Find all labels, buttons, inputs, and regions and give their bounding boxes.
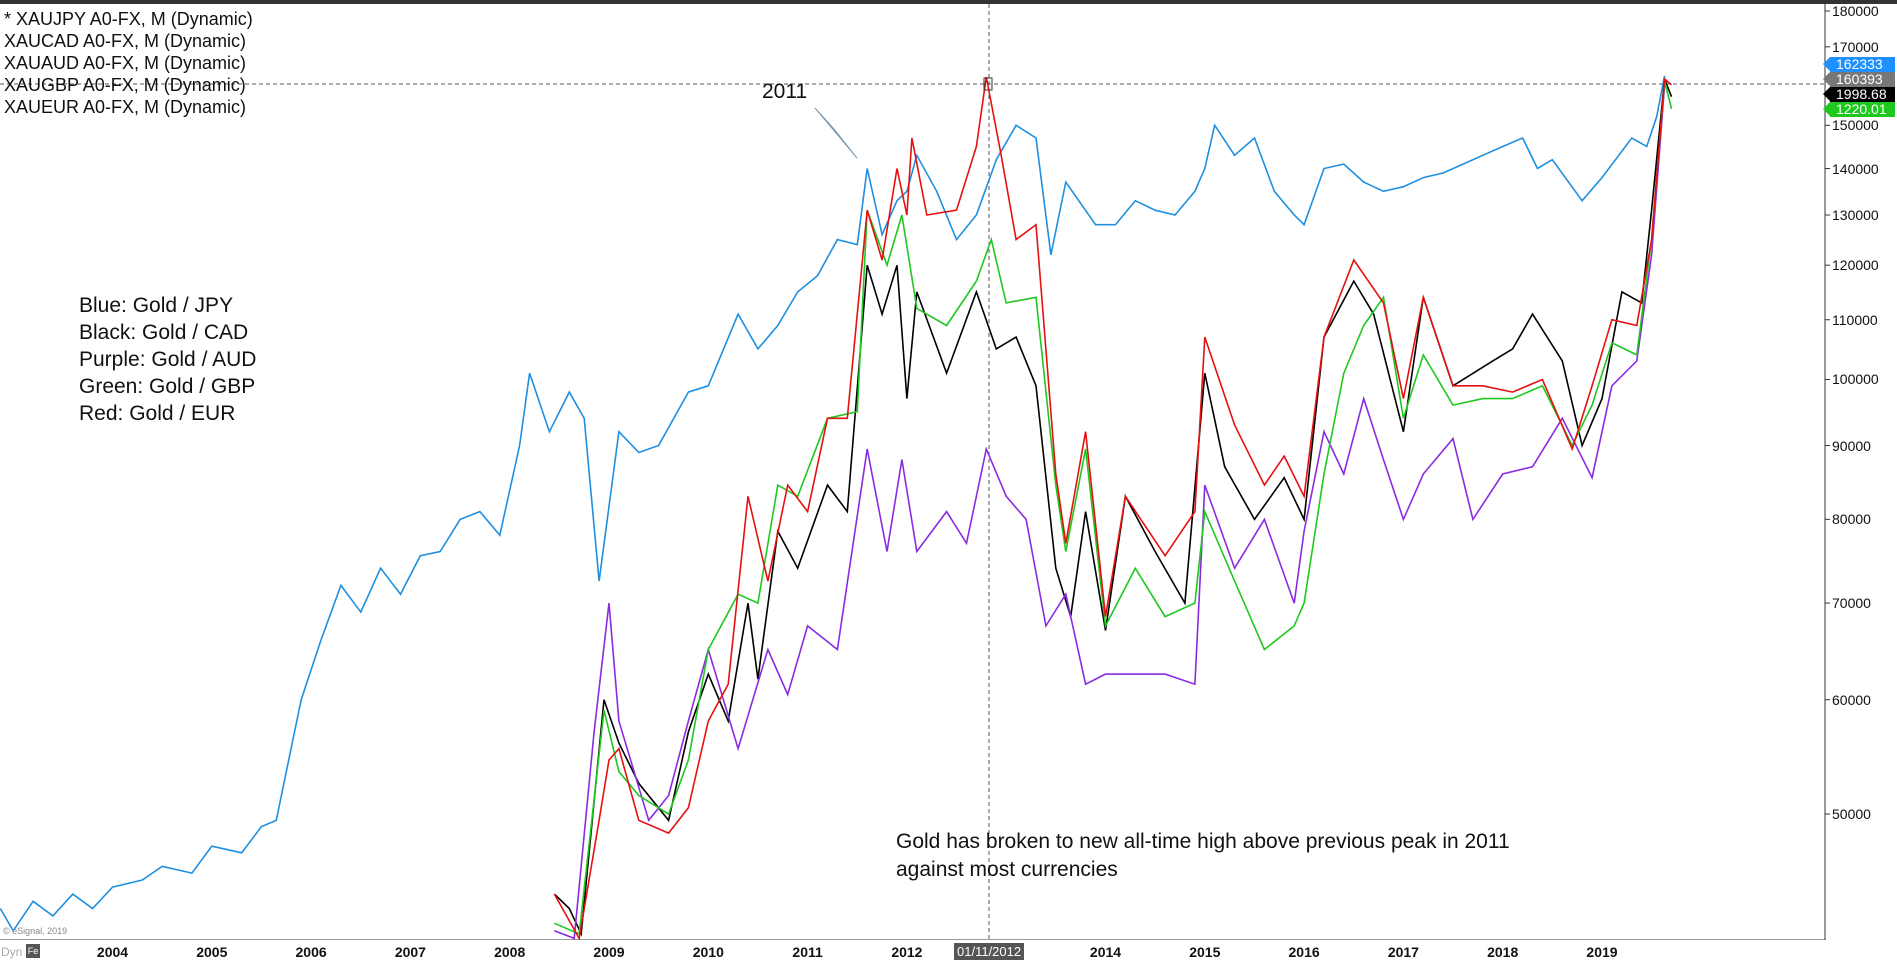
x-tick-label: 2015 (1189, 944, 1221, 960)
dyn-label: Dyn (1, 945, 23, 959)
last-value-tag: 162333 (1823, 56, 1895, 72)
color-key-green: Green: Gold / GBP (79, 375, 256, 398)
color-key-red: Red: Gold / EUR (79, 402, 236, 425)
copyright: © eSignal, 2019 (3, 926, 68, 936)
legend-item-xaujpy[interactable]: * XAUJPY A0-FX, M (Dynamic) (4, 9, 253, 29)
y-tick-label: 150000 (1832, 117, 1879, 134)
dyn-button[interactable]: Fe (26, 944, 40, 958)
last-value-text: 1998.68 (1836, 86, 1887, 102)
crosshair (0, 4, 1825, 940)
x-tick-label: 2005 (196, 944, 228, 960)
x-tick-label: 2017 (1387, 944, 1419, 960)
x-tick-label: 2012 (891, 944, 923, 960)
x-tick-label: 2006 (295, 944, 327, 960)
y-tick-label: 170000 (1832, 38, 1879, 55)
x-tick-label: 2018 (1487, 944, 1519, 960)
y-tick-label: 70000 (1832, 595, 1871, 612)
series-line-gold-cad[interactable] (553, 78, 1673, 937)
y-tick-label: 100000 (1832, 371, 1879, 388)
window-top-border (0, 0, 1897, 4)
series-line-gold-jpy[interactable] (0, 75, 1666, 933)
legend-item-xaugbp[interactable]: XAUGBP A0-FX, M (Dynamic) (4, 75, 246, 95)
series-line-gold-gbp[interactable] (554, 80, 1673, 935)
x-tick-label: 2007 (394, 944, 426, 960)
y-tick-label: 50000 (1832, 806, 1871, 822)
x-tick-label: 2008 (494, 944, 526, 960)
y-tick-marks (1825, 10, 1830, 815)
crosshair-cursor (983, 77, 993, 91)
y-tick-label: 140000 (1832, 160, 1879, 177)
series-line-gold-aud[interactable] (554, 84, 1666, 940)
series-layer (0, 75, 1673, 941)
x-tick-label: 2014 (1089, 944, 1122, 960)
x-tick-label: 2011 (792, 944, 823, 960)
y-tick-label: 60000 (1832, 691, 1871, 708)
chart-note-line2: against most currencies (896, 858, 1118, 881)
chart-note-line1: Gold has broken to new all-time high abo… (896, 830, 1510, 853)
chart-note: Gold has broken to new all-time high abo… (896, 828, 1510, 884)
legend-item-xaucad[interactable]: XAUCAD A0-FX, M (Dynamic) (4, 31, 247, 51)
last-value-tag: 1998.68 (1823, 86, 1895, 102)
y-tick-label: 110000 (1832, 311, 1878, 328)
last-value-tag: 160393 (1823, 71, 1895, 87)
color-key-black: Black: Gold / CAD (79, 321, 249, 344)
y-tick-label: 80000 (1832, 511, 1871, 528)
callout-pointer (814, 107, 858, 159)
x-tick-label: 2010 (692, 944, 724, 960)
cursor-date-label: 01/11/2012 (954, 943, 1025, 960)
x-tick-label: 2019 (1586, 944, 1618, 960)
y-tick-label: 90000 (1832, 437, 1871, 454)
last-value-tag: 1220.01 (1823, 101, 1895, 117)
legend-item-xaueur[interactable]: XAUEUR A0-FX, M (Dynamic) (4, 97, 247, 117)
legend-item-xauaud[interactable]: XAUAUD A0-FX, M (Dynamic) (4, 53, 247, 73)
y-tick-label: 180000 (1832, 3, 1879, 19)
series-line-gold-eur[interactable] (553, 76, 1673, 941)
y-tick-label: 120000 (1832, 257, 1879, 274)
x-tick-label: 2004 (96, 944, 129, 960)
last-value-text: 160393 (1836, 71, 1883, 87)
color-key: Blue: Gold / JPY Black: Gold / CAD Purpl… (79, 292, 256, 427)
annotation-2011: 2011 (762, 80, 808, 103)
y-tick-label: 130000 (1832, 207, 1879, 223)
x-tick-label: 2016 (1288, 944, 1320, 960)
last-value-text: 162333 (1836, 56, 1883, 72)
x-axis[interactable] (0, 940, 1825, 962)
color-key-blue: Blue: Gold / JPY (79, 294, 234, 317)
x-tick-label: 2009 (593, 944, 625, 960)
series-legend: * XAUJPY A0-FX, M (Dynamic) XAUCAD A0-FX… (4, 8, 253, 118)
last-value-text: 1220.01 (1836, 101, 1887, 117)
color-key-purple: Purple: Gold / AUD (79, 348, 257, 371)
